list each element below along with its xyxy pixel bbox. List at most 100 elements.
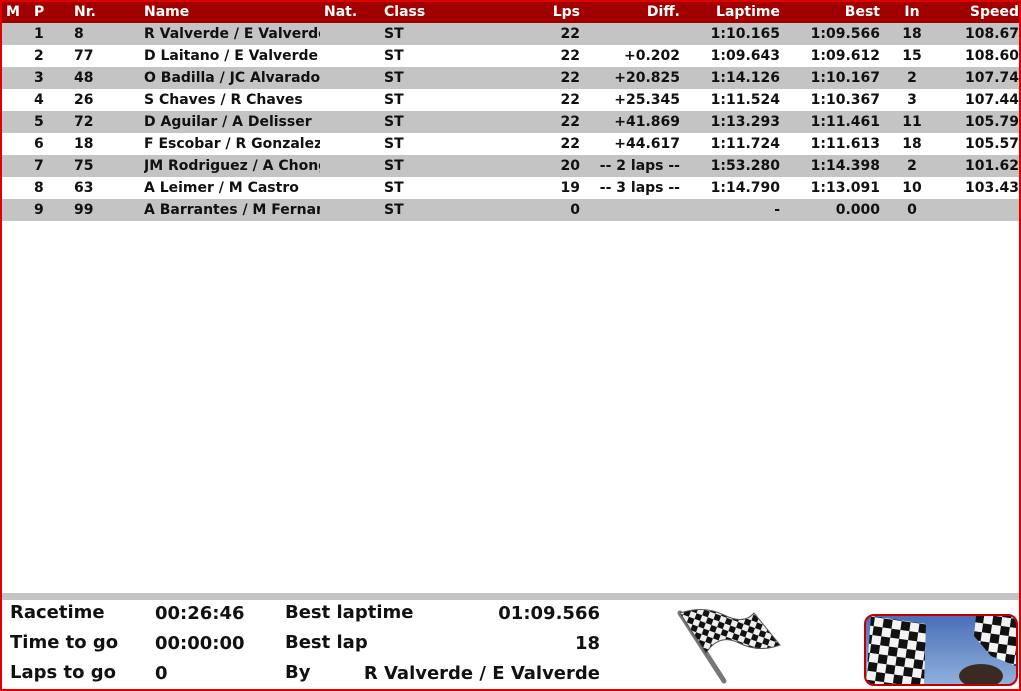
col-nr[interactable]: Nr.: [74, 4, 96, 20]
cell-p: 6: [34, 136, 44, 152]
col-speed[interactable]: Speed: [969, 4, 1019, 20]
cell-class: ST: [384, 26, 404, 42]
cell-diff: +25.345: [614, 92, 680, 108]
cell-nr: 48: [74, 70, 94, 86]
cell-laptime: 1:53.280: [710, 158, 780, 174]
cell-class: ST: [384, 202, 404, 218]
cell-best: 1:10.167: [810, 70, 880, 86]
cell-diff: -- 3 laps --: [599, 180, 680, 196]
cell-laptime: 1:11.724: [710, 136, 780, 152]
timetogo-label: Time to go: [10, 632, 119, 653]
cell-name: JM Rodriguez / A Chong: [144, 158, 320, 174]
bestlap-label: Best lap: [285, 632, 368, 653]
cell-p: 1: [34, 26, 44, 42]
cell-best: 1:10.367: [810, 92, 880, 108]
cell-class: ST: [384, 158, 404, 174]
cell-class: ST: [384, 70, 404, 86]
table-row[interactable]: 4 26 S Chaves / R Chaves ST 22 +25.345 1:11.52…: [2, 89, 1019, 111]
cell-speed: 107.44: [964, 92, 1019, 108]
cell-in: 11: [902, 114, 922, 130]
cell-speed: 107.74: [964, 70, 1019, 86]
cell-in: 3: [907, 92, 917, 108]
cell-diff: +41.869: [614, 114, 680, 130]
cell-name: O Badilla / JC Alvarado: [144, 70, 320, 86]
table-row[interactable]: 5 72 D Aguilar / A Delisser ST 22 +41.869 1:13…: [2, 111, 1019, 133]
checkered-flags-photo: [864, 614, 1018, 686]
cell-best: 0.000: [835, 202, 880, 218]
by-label: By: [285, 662, 311, 683]
table-row[interactable]: 2 77 D Laitano / E Valverde ST 22 +0.202 1:09.…: [2, 45, 1019, 67]
cell-laptime: 1:10.165: [710, 26, 780, 42]
cell-best: 1:14.398: [810, 158, 880, 174]
col-diff[interactable]: Diff.: [646, 4, 680, 20]
col-lps[interactable]: Lps: [552, 4, 580, 20]
footer-separator: [2, 593, 1019, 600]
lapstogo-label: Laps to go: [10, 662, 116, 683]
cell-name: A Leimer / M Castro: [144, 180, 299, 196]
col-in[interactable]: In: [904, 4, 920, 20]
cell-p: 5: [34, 114, 44, 130]
racetime-label: Racetime: [10, 602, 105, 623]
cell-in: 10: [902, 180, 922, 196]
col-m[interactable]: M: [6, 4, 20, 20]
cell-lps: 22: [560, 136, 580, 152]
cell-speed: 105.57: [964, 136, 1019, 152]
cell-in: 15: [902, 48, 922, 64]
col-nat[interactable]: Nat.: [324, 4, 358, 20]
cell-laptime: -: [774, 202, 780, 218]
cell-p: 2: [34, 48, 44, 64]
table-header: M P Nr. Name Nat. Class Lps Diff. Laptim…: [2, 2, 1019, 23]
cell-name: S Chaves / R Chaves: [144, 92, 303, 108]
cell-class: ST: [384, 92, 404, 108]
cell-in: 0: [907, 202, 917, 218]
table-row[interactable]: 8 63 A Leimer / M Castro ST 19 -- 3 laps -- 1:…: [2, 177, 1019, 199]
col-p[interactable]: P: [34, 4, 45, 20]
cell-in: 18: [902, 26, 922, 42]
cell-lps: 22: [560, 26, 580, 42]
cell-nr: 63: [74, 180, 94, 196]
cell-nr: 99: [74, 202, 94, 218]
cell-best: 1:09.566: [810, 26, 880, 42]
cell-lps: 22: [560, 92, 580, 108]
cell-p: 4: [34, 92, 44, 108]
cell-p: 9: [34, 202, 44, 218]
col-laptime[interactable]: Laptime: [716, 4, 780, 20]
cell-in: 2: [907, 158, 917, 174]
lapstogo-value: 0: [155, 663, 168, 684]
cell-best: 1:13.091: [810, 180, 880, 196]
cell-laptime: 1:14.790: [710, 180, 780, 196]
cell-name: F Escobar / R Gonzalez: [144, 136, 320, 152]
cell-nr: 18: [74, 136, 94, 152]
cell-class: ST: [384, 48, 404, 64]
table-row[interactable]: 7 75 JM Rodriguez / A Chong ST 20 -- 2 laps -…: [2, 155, 1019, 177]
col-name[interactable]: Name: [144, 4, 190, 20]
col-class[interactable]: Class: [384, 4, 426, 20]
cell-best: 1:11.461: [810, 114, 880, 130]
col-best[interactable]: Best: [844, 4, 880, 20]
cell-diff: +20.825: [614, 70, 680, 86]
cell-in: 2: [907, 70, 917, 86]
racetime-value: 00:26:46: [155, 603, 245, 624]
cell-name: R Valverde / E Valverde: [144, 26, 320, 42]
checkered-flag-icon: [677, 609, 781, 684]
cell-lps: 22: [560, 48, 580, 64]
cell-p: 7: [34, 158, 44, 174]
cell-nr: 75: [74, 158, 94, 174]
cell-p: 8: [34, 180, 44, 196]
cell-lps: 0: [570, 202, 580, 218]
cell-name: A Barrantes / M Fernandez: [144, 202, 320, 218]
by-value: R Valverde / E Valverde: [363, 663, 600, 684]
table-row[interactable]: 3 48 O Badilla / JC Alvarado ST 22 +20.825 1:1…: [2, 67, 1019, 89]
cell-laptime: 1:11.524: [710, 92, 780, 108]
table-row[interactable]: 6 18 F Escobar / R Gonzalez ST 22 +44.617 1:11…: [2, 133, 1019, 155]
cell-p: 3: [34, 70, 44, 86]
cell-best: 1:11.613: [810, 136, 880, 152]
cell-diff: -- 2 laps --: [599, 158, 680, 174]
cell-laptime: 1:13.293: [710, 114, 780, 130]
cell-speed: 101.62: [964, 158, 1019, 174]
cell-name: D Laitano / E Valverde: [144, 48, 319, 64]
cell-diff: +44.617: [614, 136, 680, 152]
